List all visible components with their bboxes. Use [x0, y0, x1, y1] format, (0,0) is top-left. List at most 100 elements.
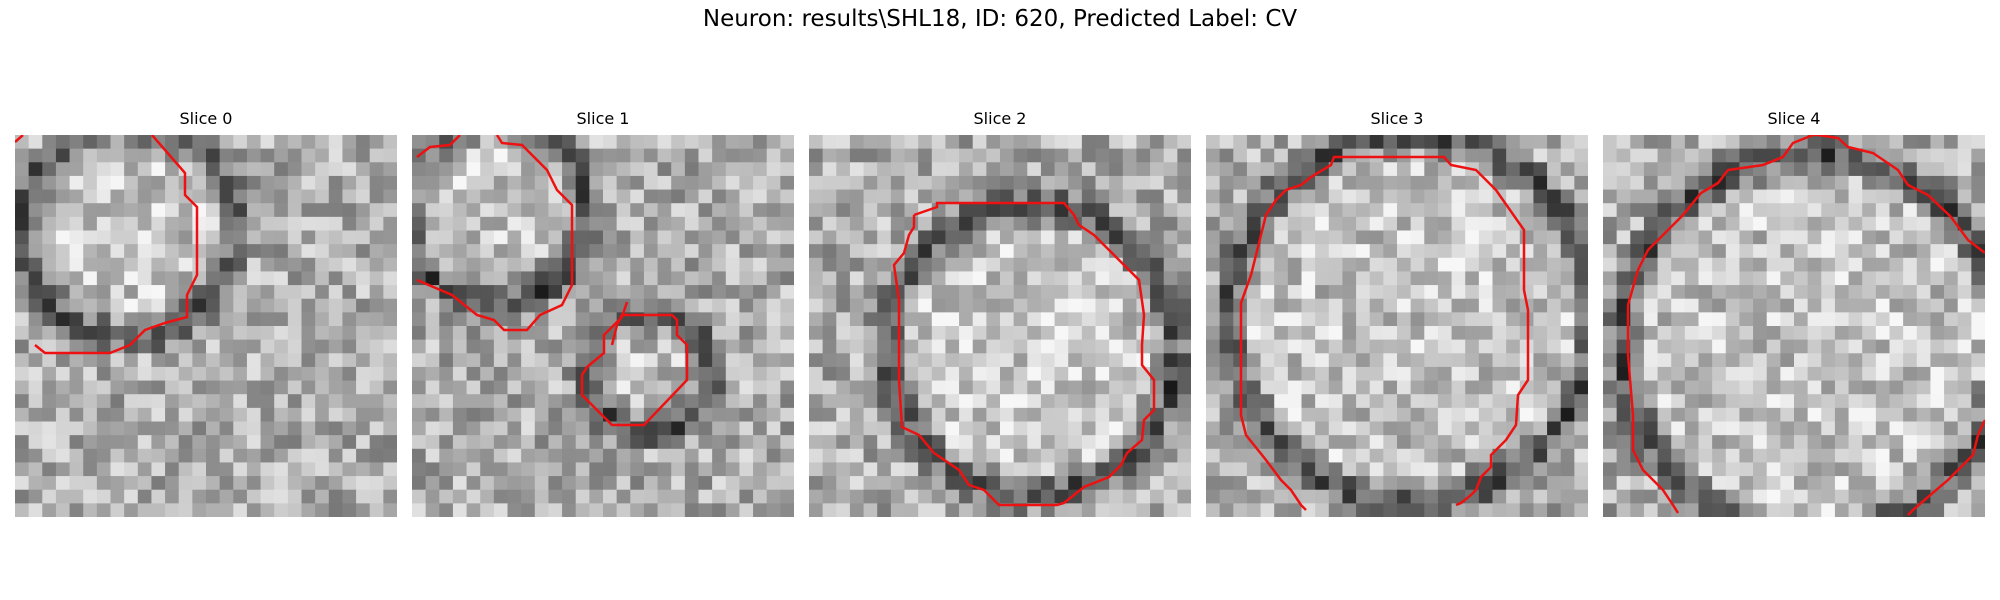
- pixel: [1040, 189, 1056, 204]
- pixel: [151, 271, 166, 286]
- pixel: [1274, 203, 1289, 218]
- pixel: [260, 175, 275, 191]
- pixel: [1834, 203, 1850, 218]
- pixel: [452, 203, 468, 218]
- pixel: [1698, 257, 1713, 273]
- pixel: [1794, 353, 1809, 368]
- pixel: [1369, 162, 1384, 177]
- pixel: [1246, 326, 1262, 341]
- pixel: [28, 380, 43, 395]
- pixel: [1944, 353, 1959, 368]
- pixel: [1150, 435, 1165, 450]
- pixel: [698, 407, 713, 423]
- pixel: [124, 476, 139, 491]
- pixel: [1519, 257, 1535, 273]
- pixel: [877, 189, 892, 204]
- pixel: [877, 448, 892, 464]
- pixel: [1848, 326, 1863, 341]
- pixel: [739, 175, 754, 191]
- pixel: [83, 462, 98, 477]
- pixel: [151, 435, 166, 450]
- pixel: [1095, 312, 1110, 327]
- pixel: [616, 175, 631, 191]
- pixel: [616, 339, 631, 354]
- pixel: [1780, 326, 1795, 341]
- pixel: [1506, 285, 1521, 300]
- pixel: [1698, 175, 1713, 191]
- pixel: [1574, 148, 1588, 163]
- pixel: [260, 285, 275, 300]
- pixel: [890, 203, 906, 218]
- pixel: [1397, 216, 1412, 232]
- pixel: [1903, 435, 1918, 450]
- pixel: [1889, 476, 1904, 491]
- pixel: [849, 271, 865, 286]
- pixel: [1177, 230, 1191, 245]
- pixel: [110, 489, 125, 504]
- pixel: [1274, 271, 1289, 286]
- pixel: [1478, 394, 1494, 409]
- pixel: [1219, 339, 1234, 354]
- pixel: [192, 148, 207, 163]
- pixel: [643, 435, 659, 450]
- pixel: [1930, 435, 1945, 450]
- pixel: [959, 244, 974, 259]
- pixel: [671, 148, 686, 163]
- pixel: [1095, 148, 1110, 163]
- pixel: [657, 421, 672, 436]
- pixel: [246, 476, 262, 491]
- pixel: [301, 476, 316, 491]
- pixel: [575, 326, 590, 341]
- pixel: [83, 312, 98, 327]
- pixel: [521, 135, 536, 150]
- pixel: [1410, 216, 1425, 232]
- pixel: [1875, 312, 1891, 327]
- pixel: [83, 476, 98, 491]
- pixel: [780, 380, 794, 395]
- pixel: [1246, 462, 1262, 477]
- pixel: [1301, 380, 1316, 395]
- pixel: [1301, 326, 1316, 341]
- pixel: [1492, 435, 1507, 450]
- pixel: [124, 407, 139, 423]
- pixel: [383, 148, 397, 163]
- pixel: [822, 175, 837, 191]
- pixel: [684, 353, 700, 368]
- pixel: [466, 257, 481, 273]
- pixel: [1136, 285, 1151, 300]
- pixel: [315, 503, 330, 517]
- pixel: [1794, 244, 1809, 259]
- pixel: [877, 216, 892, 232]
- pixel: [151, 203, 166, 218]
- pixel: [684, 135, 700, 150]
- pixel: [1547, 257, 1562, 273]
- pixel: [466, 462, 481, 477]
- pixel: [1533, 271, 1548, 286]
- pixel: [1478, 421, 1494, 436]
- pixel: [1315, 394, 1330, 409]
- pixel: [1684, 435, 1700, 450]
- pixel: [1916, 216, 1932, 232]
- pixel: [328, 326, 344, 341]
- pixel: [849, 189, 865, 204]
- pixel: [836, 380, 851, 395]
- pixel: [1287, 476, 1303, 491]
- pixel: [439, 326, 454, 341]
- pixel: [575, 216, 590, 232]
- pixel: [1944, 448, 1959, 464]
- pixel: [1478, 407, 1494, 423]
- pixel: [753, 380, 768, 395]
- pixel: [1848, 503, 1863, 517]
- pixel: [562, 462, 577, 477]
- pixel: [684, 257, 700, 273]
- pixel: [383, 271, 397, 286]
- pixel: [548, 203, 563, 218]
- pixel: [836, 503, 851, 517]
- pixel: [1013, 435, 1028, 450]
- pixel: [1794, 175, 1809, 191]
- pixel: [1437, 189, 1453, 204]
- pixel: [780, 476, 794, 491]
- pixel: [274, 421, 289, 436]
- pixel: [1013, 476, 1028, 491]
- pixel: [165, 394, 180, 409]
